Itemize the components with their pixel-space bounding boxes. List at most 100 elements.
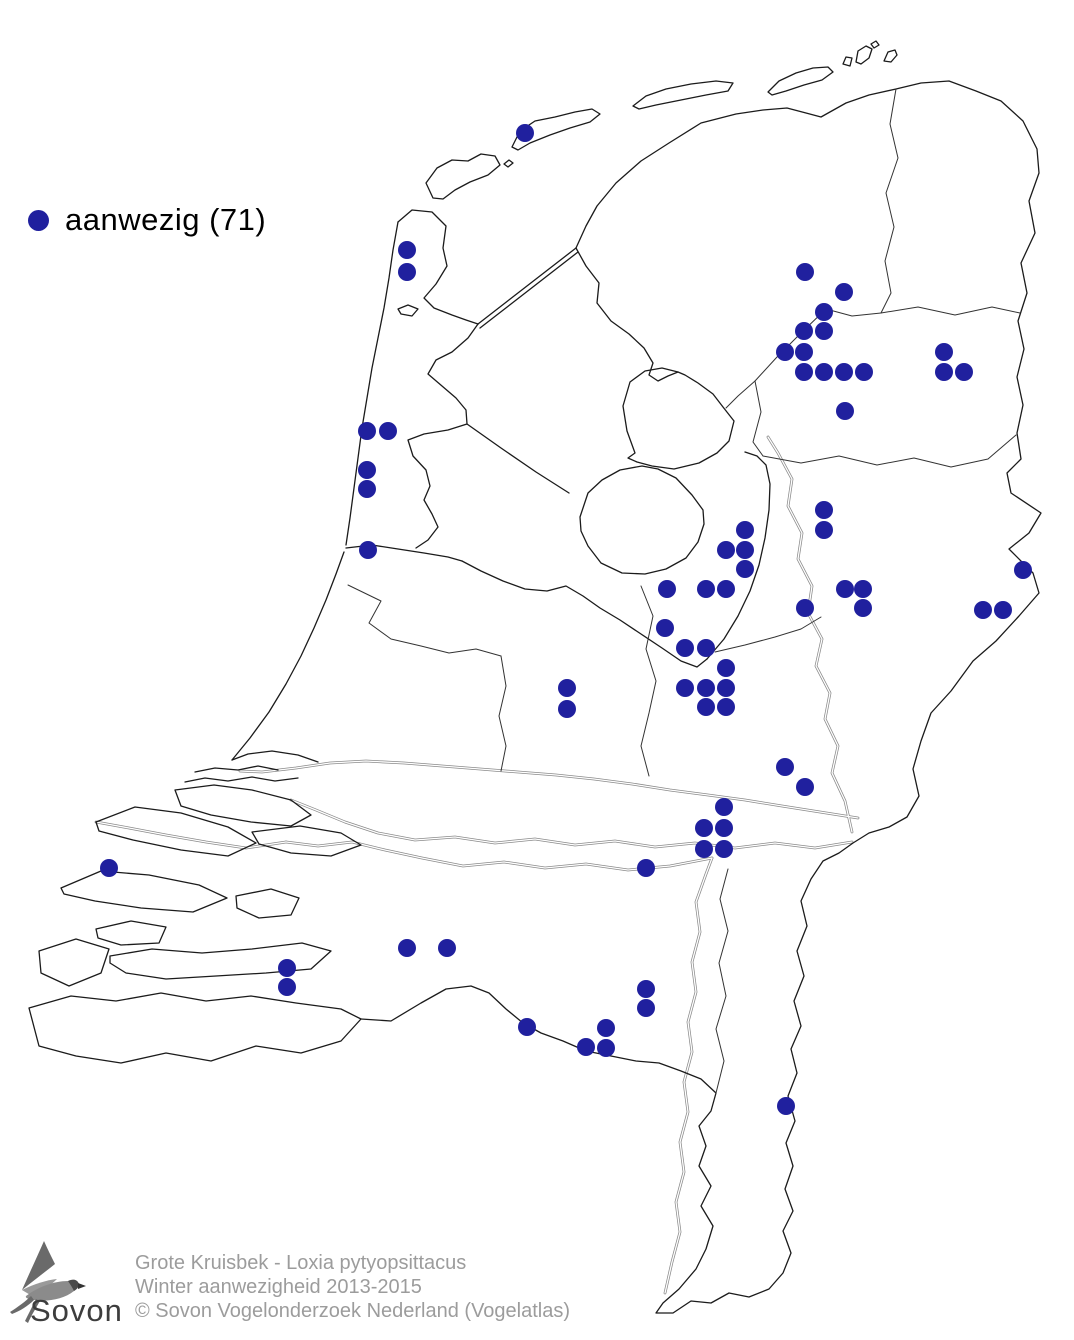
presence-dot	[835, 363, 853, 381]
coast-friesland	[575, 247, 679, 382]
presence-dot	[736, 560, 754, 578]
island-tholen	[235, 888, 300, 919]
swallow-icon	[10, 1241, 86, 1323]
presence-dot	[697, 639, 715, 657]
coastlines	[28, 40, 1042, 1314]
presence-dot	[597, 1019, 615, 1037]
presence-dot	[715, 819, 733, 837]
province-borders	[347, 88, 1021, 1094]
presence-dot	[715, 840, 733, 858]
presence-dot	[558, 700, 576, 718]
rivers-inner	[95, 436, 859, 1294]
presence-dot	[815, 363, 833, 381]
presence-dot	[438, 939, 456, 957]
presence-dot	[815, 303, 833, 321]
islet-1	[842, 56, 853, 67]
legend: aanwezig (71)	[28, 202, 266, 238]
port-lines-2	[184, 776, 299, 783]
caption-copyright: © Sovon Vogelonderzoek Nederland (Vogela…	[135, 1300, 571, 1322]
river-lek	[238, 759, 860, 820]
presence-dot	[637, 859, 655, 877]
presence-dot	[715, 798, 733, 816]
presence-dot	[695, 840, 713, 858]
island-schiermonnikoog	[855, 45, 873, 65]
presence-dot	[379, 422, 397, 440]
border-veluwe-north	[714, 616, 822, 653]
presence-dot	[795, 343, 813, 361]
presence-dot	[516, 124, 534, 142]
presence-dot	[658, 580, 676, 598]
island-ameland	[767, 66, 834, 96]
border-outer	[360, 80, 1042, 1314]
river-lek-inner	[239, 760, 859, 819]
border-dr-ov	[762, 434, 1017, 468]
legend-dot-icon	[28, 209, 49, 231]
presence-dot	[717, 541, 735, 559]
presence-dot	[776, 343, 794, 361]
coast-nh-east	[407, 323, 479, 549]
presence-dot	[795, 363, 813, 381]
presence-dot	[637, 980, 655, 998]
border-fr-gr	[880, 88, 899, 314]
presence-dot	[835, 283, 853, 301]
border-utrecht-east	[640, 585, 657, 777]
border-nb-limburg	[715, 868, 729, 1094]
presence-dot	[815, 501, 833, 519]
presence-dot	[1014, 561, 1032, 579]
river-maas-limburg	[663, 856, 714, 1295]
islet-3	[870, 40, 880, 49]
presence-dot	[398, 263, 416, 281]
river-waal	[289, 798, 854, 850]
presence-dot	[278, 959, 296, 977]
presence-dot	[994, 601, 1012, 619]
island-noord-beveland	[95, 920, 167, 946]
river-maas-limburg-inner	[664, 857, 713, 1294]
presence-dot	[358, 422, 376, 440]
presence-dot	[736, 521, 754, 539]
presence-dot	[855, 363, 873, 381]
border-fr-dr	[754, 308, 882, 382]
island-texel	[425, 153, 501, 200]
island-hoeksche-waard	[251, 825, 362, 857]
presence-dot	[795, 322, 813, 340]
presence-dot	[278, 978, 296, 996]
coast-gooi	[461, 560, 708, 668]
presence-dot	[358, 461, 376, 479]
border-dr-west	[752, 380, 764, 457]
presence-dot	[656, 619, 674, 637]
border-nh-zh	[347, 584, 502, 657]
island-walcheren	[38, 938, 110, 987]
islet-2	[883, 49, 898, 63]
presence-dot	[777, 1097, 795, 1115]
coast-zuid-holland	[231, 551, 345, 761]
island-goeree	[95, 806, 257, 857]
caption-period: Winter aanwezigheid 2013-2015	[135, 1276, 422, 1298]
islet-griend	[503, 159, 514, 168]
presence-dot	[736, 541, 754, 559]
coast-den-helder	[397, 209, 479, 325]
border-utrecht-west	[498, 655, 507, 772]
coast-west	[345, 221, 399, 546]
legend-label: aanwezig (71)	[65, 202, 267, 237]
noordoostpolder	[622, 367, 735, 470]
presence-dot	[676, 639, 694, 657]
presence-dot	[676, 679, 694, 697]
presence-dot	[974, 601, 992, 619]
presence-dot	[815, 322, 833, 340]
river-hollands-diep	[94, 820, 288, 850]
presence-dot	[717, 580, 735, 598]
presence-dot	[717, 659, 735, 677]
presence-dot	[597, 1039, 615, 1057]
presence-dot	[796, 599, 814, 617]
presence-dot	[697, 679, 715, 697]
afsluitdijk-2	[479, 251, 579, 329]
presence-dot	[695, 819, 713, 837]
presence-dot	[796, 778, 814, 796]
presence-dot	[836, 402, 854, 420]
presence-dot	[697, 698, 715, 716]
caption-species: Grote Kruisbek - Loxia pytyopsittacus	[135, 1252, 467, 1274]
presence-dot	[398, 939, 416, 957]
presence-dot	[854, 580, 872, 598]
